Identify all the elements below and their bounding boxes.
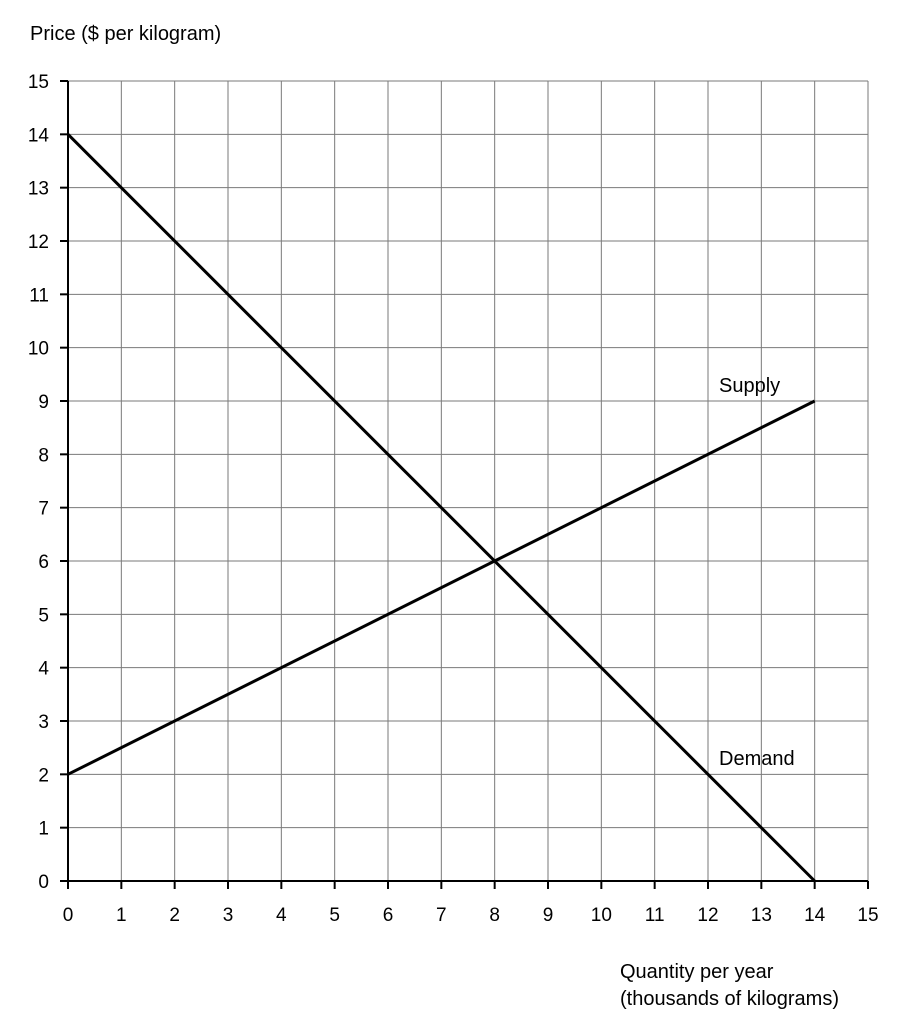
y-tick-label-5: 5 (38, 605, 49, 626)
x-tick-label-1: 1 (116, 905, 127, 926)
x-tick-label-9: 9 (543, 905, 554, 926)
x-tick-label-5: 5 (329, 905, 340, 926)
x-tick-label-3: 3 (223, 905, 234, 926)
y-tick-label-4: 4 (38, 659, 49, 680)
x-tick-label-10: 10 (591, 905, 612, 926)
y-tick-label-2: 2 (38, 765, 49, 786)
y-tick-label-0: 0 (38, 872, 49, 893)
x-tick-label-12: 12 (697, 905, 718, 926)
series-line-supply (67, 399, 816, 776)
y-tick-label-6: 6 (38, 552, 49, 573)
axes (67, 81, 868, 889)
x-tick-label-7: 7 (436, 905, 447, 926)
y-tick-label-10: 10 (28, 339, 49, 360)
series-label-supply: Supply (719, 375, 780, 397)
grid (68, 80, 869, 881)
y-tick-label-13: 13 (28, 179, 49, 200)
x-tick-label-4: 4 (276, 905, 287, 926)
x-tick-label-6: 6 (383, 905, 394, 926)
x-tick-label-0: 0 (63, 905, 74, 926)
x-tick-label-15: 15 (857, 905, 878, 926)
y-tick-label-14: 14 (28, 125, 50, 146)
x-tick-label-2: 2 (169, 905, 180, 926)
ticks: 0 1 2 3 4 5 6 7 8 9 10 11 12 13 14 15012345678910111213… (28, 72, 879, 926)
x-axis-title-line-2: (thousands of kilograms) (620, 988, 839, 1010)
y-tick-label-9: 9 (38, 392, 49, 413)
y-tick-label-12: 12 (28, 232, 49, 253)
y-tick-label-3: 3 (38, 712, 49, 733)
y-tick-label-1: 1 (38, 819, 49, 840)
x-tick-label-8: 8 (489, 905, 500, 926)
y-tick-label-8: 8 (38, 445, 49, 466)
series-line-demand (66, 133, 816, 883)
y-tick-label-11: 11 (29, 285, 49, 306)
x-axis-title-line-1: Quantity per year (620, 961, 774, 983)
y-axis-title: Price ($ per kilogram) (30, 23, 221, 45)
y-tick-label-15: 15 (28, 72, 49, 93)
x-tick-label-14: 14 (804, 905, 826, 926)
series-lines (66, 133, 816, 883)
x-tick-label-11: 11 (645, 905, 665, 926)
series-label-demand: Demand (719, 748, 795, 770)
y-tick-label-7: 7 (38, 499, 49, 520)
x-tick-label-13: 13 (751, 905, 772, 926)
